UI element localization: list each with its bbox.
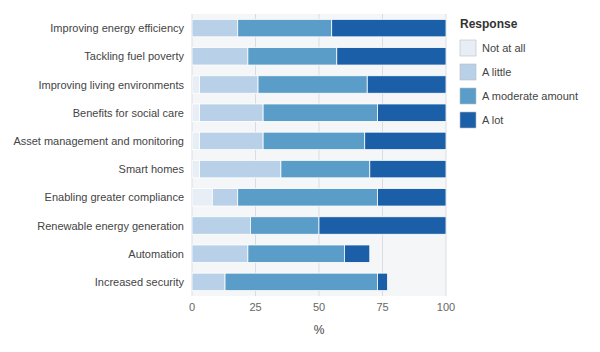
bar-segment <box>248 245 345 262</box>
bar-segment <box>200 132 264 149</box>
bar-segment <box>238 19 332 36</box>
bar-segment <box>337 48 446 65</box>
bar-segment <box>192 189 212 206</box>
bar-segment <box>200 76 258 93</box>
category-label: Asset management and monitoring <box>13 135 184 147</box>
bar-segment <box>192 76 200 93</box>
x-axis-label: % <box>314 323 325 337</box>
bar-segment <box>225 273 377 290</box>
legend-title: Response <box>460 17 518 31</box>
bar-segment <box>263 132 365 149</box>
bar-segment <box>377 189 446 206</box>
bars <box>192 19 446 290</box>
category-label: Enabling greater compliance <box>45 191 184 203</box>
bar-segment <box>367 76 446 93</box>
category-label: Smart homes <box>119 163 185 175</box>
bar-segment <box>212 189 237 206</box>
bar-segment <box>192 245 248 262</box>
category-label: Benefits for social care <box>73 107 184 119</box>
bar-segment <box>192 160 200 177</box>
legend-swatch <box>460 112 476 128</box>
bar-segment <box>200 160 281 177</box>
bar-segment <box>192 217 250 234</box>
series <box>319 19 446 290</box>
chart-container: Improving energy efficiency Tackling fuel… <box>0 0 600 352</box>
plot-background <box>192 14 446 296</box>
bar-segment <box>192 48 248 65</box>
bar-segment <box>319 217 446 234</box>
bar-segment <box>258 76 367 93</box>
category-label: Increased security <box>95 276 185 288</box>
legend: Response Not at all A little A moderate amo… <box>460 17 578 128</box>
page: {"chart_data": {"type": "bar", "orientat… <box>0 0 600 352</box>
category-label: Renewable energy generation <box>37 220 184 232</box>
bar-segment <box>332 19 446 36</box>
bar-segment <box>377 273 387 290</box>
chart-svg: Improving energy efficiency Tackling fuel… <box>0 0 600 352</box>
bar-segment <box>281 160 370 177</box>
bar-segment <box>192 273 225 290</box>
legend-label: A lot <box>482 114 503 126</box>
category-label: Tackling fuel poverty <box>84 50 184 62</box>
bar-segment <box>263 104 377 121</box>
x-tick-label: 75 <box>376 301 388 313</box>
bar-segment <box>200 104 264 121</box>
bar-segment <box>192 19 238 36</box>
grid <box>192 14 446 296</box>
legend-label: Not at all <box>482 42 525 54</box>
category-label: Automation <box>128 248 184 260</box>
x-tick-label: 50 <box>313 301 325 313</box>
x-tick-label: 100 <box>437 301 455 313</box>
bar-segment <box>365 132 446 149</box>
legend-swatch <box>460 64 476 80</box>
x-tick-label: 0 <box>189 301 195 313</box>
y-axis: Improving energy efficiency Tackling fuel… <box>13 22 184 288</box>
legend-swatch <box>460 40 476 56</box>
category-label: Improving energy efficiency <box>50 22 184 34</box>
bar-segment <box>377 104 446 121</box>
category-label: Improving living environments <box>38 79 184 91</box>
x-axis: 0 25 50 75 100% <box>189 301 455 337</box>
bar-segment <box>192 132 200 149</box>
bar-segment <box>192 104 200 121</box>
legend-label: A little <box>482 66 511 78</box>
x-tick-label: 25 <box>249 301 261 313</box>
bar-segment <box>250 217 319 234</box>
legend-label: A moderate amount <box>482 90 578 102</box>
legend-swatch <box>460 88 476 104</box>
bar-segment <box>344 245 369 262</box>
bar-segment <box>370 160 446 177</box>
bar-segment <box>238 189 378 206</box>
bar-segment <box>248 48 337 65</box>
